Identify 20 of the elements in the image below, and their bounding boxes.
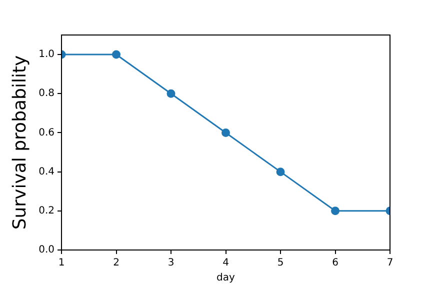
x-tick-label: 6 (332, 258, 338, 269)
y-axis-title: Survival probability (9, 54, 30, 230)
point (166, 89, 176, 98)
point (331, 206, 340, 216)
x-tick-label: 1 (58, 258, 65, 269)
point (112, 50, 121, 59)
y-tick-label: 0.2 (38, 206, 55, 217)
point (276, 168, 285, 176)
y-tick-label: 1.0 (38, 49, 55, 60)
x-axis-title: day (216, 272, 236, 284)
y-tick-label: 0.0 (38, 244, 55, 256)
y-tick-label: 0.6 (38, 127, 55, 138)
y-tick-label: 0.8 (38, 88, 55, 100)
y-tick-label: 0.4 (38, 166, 55, 178)
x-tick-label: 2 (113, 258, 120, 269)
x-tick-label: 4 (222, 258, 229, 269)
x-tick-label: 7 (386, 258, 394, 269)
x-tick-label: 5 (277, 258, 284, 269)
x-tick-label: 3 (168, 258, 174, 269)
point (222, 128, 230, 137)
